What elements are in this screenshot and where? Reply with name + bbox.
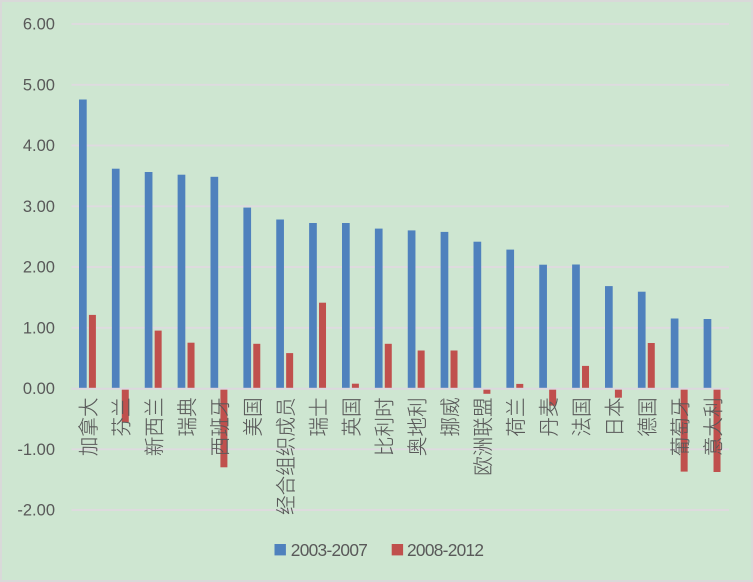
svg-text:6.00: 6.00 [23,16,55,34]
svg-text:1.00: 1.00 [23,319,55,337]
svg-text:2.00: 2.00 [23,259,55,277]
svg-text:-2.00: -2.00 [17,502,55,520]
svg-text:0.00: 0.00 [23,380,55,398]
svg-text:3.00: 3.00 [23,198,55,216]
svg-text:2003-2007: 2003-2007 [291,540,367,560]
svg-text:5.00: 5.00 [23,77,55,95]
svg-text:4.00: 4.00 [23,137,55,155]
svg-text:-1.00: -1.00 [17,441,55,459]
svg-text:2008-2012: 2008-2012 [407,540,483,560]
